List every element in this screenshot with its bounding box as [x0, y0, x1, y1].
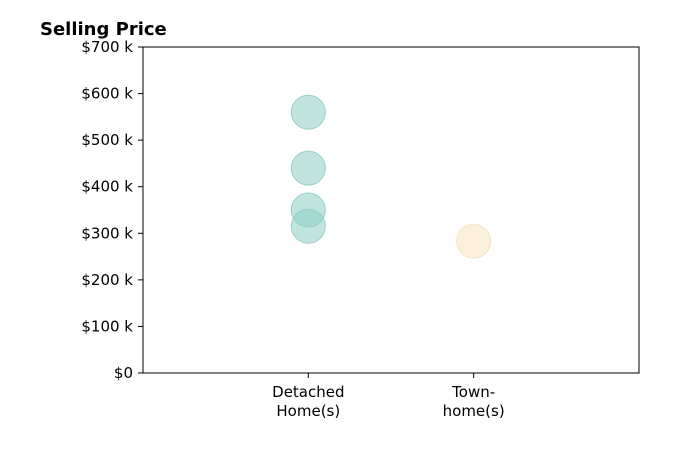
- y-tick-label: $300 k: [81, 224, 133, 242]
- data-point: [290, 208, 326, 244]
- y-tick-label: $200 k: [81, 271, 133, 289]
- chart-title: Selling Price: [40, 19, 167, 40]
- plot-frame: [142, 46, 640, 374]
- y-tick-label: $500 k: [81, 131, 133, 149]
- y-tick-label: $600 k: [81, 85, 133, 103]
- data-point: [456, 223, 492, 259]
- y-tick-label: $400 k: [81, 178, 133, 196]
- y-tick-label: $700 k: [81, 38, 133, 56]
- x-tick-label: Detached Home(s): [272, 383, 344, 420]
- data-point: [290, 150, 326, 186]
- y-tick-label: $0: [114, 364, 133, 382]
- data-point: [290, 94, 326, 130]
- y-tick-label: $100 k: [81, 317, 133, 335]
- x-tick-label: Town-home(s): [443, 383, 505, 420]
